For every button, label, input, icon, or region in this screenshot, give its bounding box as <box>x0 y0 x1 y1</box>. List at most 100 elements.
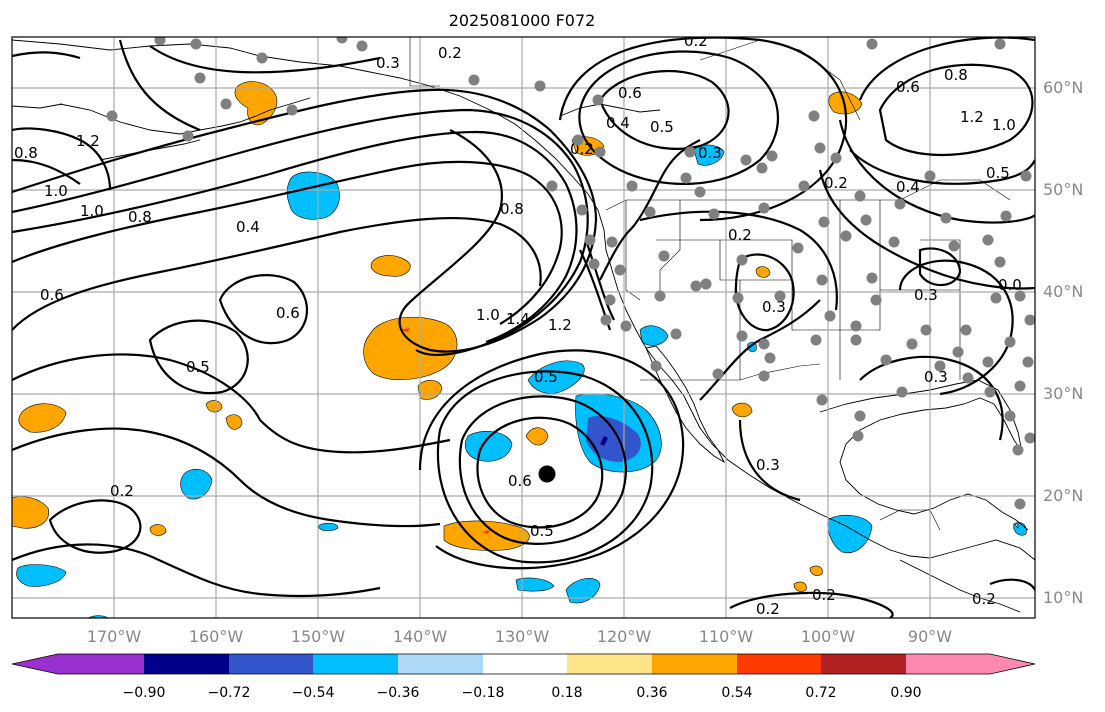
station-dot <box>880 354 892 366</box>
station-dot <box>850 334 862 346</box>
station-dot <box>756 162 768 174</box>
lon-label: 90°W <box>908 627 952 646</box>
station-dot <box>356 40 368 52</box>
anomaly-positive <box>525 427 549 446</box>
station-dot <box>194 72 206 84</box>
colorbar-tick-label: 0.18 <box>551 685 582 701</box>
anomaly-positive <box>370 255 411 277</box>
contour-label: 0.2 <box>684 32 708 50</box>
station-dot <box>952 346 964 358</box>
contour-label: 0.5 <box>650 118 674 136</box>
contour-label: 0.2 <box>110 482 134 500</box>
station-dot <box>736 254 748 266</box>
colorbar-tick-label: −0.90 <box>123 685 166 701</box>
station-dot <box>670 328 682 340</box>
station-dot <box>534 80 546 92</box>
contour-label: 0.2 <box>728 226 752 244</box>
anomaly-positive <box>828 91 863 115</box>
anomaly-positive <box>793 581 807 592</box>
contour-label: 0.5 <box>186 358 210 376</box>
contour-label: 0.3 <box>376 54 400 72</box>
colorbar-bin <box>229 654 313 674</box>
station-dot <box>700 278 712 290</box>
longitude-labels: 170°W 160°W 150°W 140°W 130°W 120°W 110°… <box>87 627 952 646</box>
station-dot <box>870 294 882 306</box>
map-frame <box>11 36 1036 619</box>
colorbar-under-triangle <box>12 654 58 674</box>
lat-label: 30°N <box>1043 384 1083 403</box>
station-dot <box>600 314 612 326</box>
contour-label: 0.2 <box>438 44 462 62</box>
colorbar: −0.90 −0.72 −0.54 −0.36 −0.18 0.18 0.36 … <box>11 653 1036 701</box>
anomaly-positive <box>12 496 50 529</box>
colorbar-bin <box>144 654 229 674</box>
station-dot <box>576 204 588 216</box>
contour-label: 0.5 <box>986 164 1010 182</box>
station-dot <box>650 360 662 372</box>
colorbar-bin <box>821 654 906 674</box>
anomaly-negative <box>16 564 67 587</box>
contour-label: 0.8 <box>14 144 38 162</box>
anomaly-positive <box>755 266 771 278</box>
contour-label: 0.6 <box>40 286 64 304</box>
contour-label: 0.4 <box>236 218 260 236</box>
anomaly-strong-positive <box>400 328 410 332</box>
colorbar-bin <box>313 654 398 674</box>
colorbar-bin <box>906 654 990 674</box>
station-dot <box>106 110 118 122</box>
lat-label: 50°N <box>1043 180 1083 199</box>
contour-label: 0.3 <box>762 298 786 316</box>
anomaly-positive <box>809 565 823 576</box>
contour-label: 0.4 <box>896 178 920 196</box>
station-dot <box>824 310 836 322</box>
contour-label: 0.6 <box>896 78 920 96</box>
anomaly-negative <box>317 522 339 532</box>
colorbar-over-triangle <box>990 654 1035 674</box>
station-dot <box>220 98 232 110</box>
station-dot <box>1012 444 1024 456</box>
contour-label: 0.5 <box>534 368 558 386</box>
lat-label: 10°N <box>1043 588 1083 607</box>
colorbar-bin <box>398 654 483 674</box>
station-dot <box>792 242 804 254</box>
contour-label: 1.0 <box>44 182 68 200</box>
anomaly-positive <box>149 524 167 536</box>
colorbar-tick-label: −0.72 <box>208 685 251 701</box>
station-dot <box>808 110 820 122</box>
station-dot <box>182 130 194 142</box>
lon-label: 120°W <box>597 627 652 646</box>
shaded-anomalies <box>12 81 1027 618</box>
station-dot <box>866 38 878 50</box>
station-dot <box>810 334 822 346</box>
lon-label: 170°W <box>87 627 142 646</box>
station-dot <box>588 258 600 270</box>
contour-label: 1.0 <box>476 306 500 324</box>
station-markers <box>106 37 1035 510</box>
lon-label: 150°W <box>291 627 346 646</box>
anomaly-positive <box>731 402 753 418</box>
colorbar-bin <box>567 654 652 674</box>
colorbar-bin <box>652 654 737 674</box>
station-dot <box>594 146 606 158</box>
contour-label: 1.0 <box>80 202 104 220</box>
station-dot <box>546 180 558 192</box>
contour-label: 0.3 <box>756 456 780 474</box>
map-area: 0.2 0.3 0.2 0.6 0.4 0.5 0.3 0.2 0.6 0.8 … <box>12 32 1035 618</box>
storm-center-dot <box>538 465 556 483</box>
station-dot <box>940 212 952 224</box>
station-dot <box>850 320 862 332</box>
colorbar-bin <box>737 654 821 674</box>
gridlines <box>12 37 1035 618</box>
station-dot <box>962 372 974 384</box>
anomaly-positive <box>18 403 67 433</box>
lon-label: 140°W <box>393 627 448 646</box>
contour-lines <box>12 37 1035 618</box>
lon-label: 130°W <box>495 627 550 646</box>
station-dot <box>1004 336 1016 348</box>
station-dot <box>994 256 1006 268</box>
anomaly-strong-positive <box>482 530 490 534</box>
anomaly-negative-core <box>600 436 608 446</box>
station-dot <box>960 324 972 336</box>
contour-label: 0.2 <box>812 586 836 604</box>
